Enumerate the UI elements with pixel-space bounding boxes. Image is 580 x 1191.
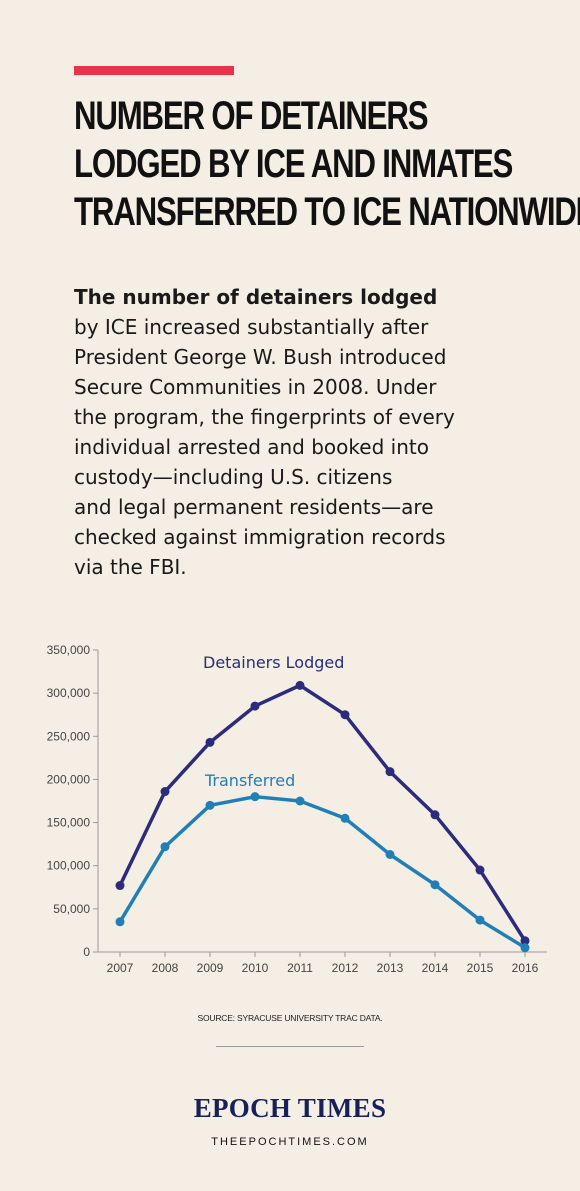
x-tick-label: 2009 <box>197 961 224 975</box>
data-point <box>520 936 530 946</box>
data-point <box>475 865 485 875</box>
y-tick-label: 50,000 <box>53 902 90 916</box>
data-point <box>385 767 395 777</box>
x-tick-label: 2016 <box>512 961 539 975</box>
intro-line: the program, the fingerprints of every <box>74 405 455 429</box>
series-line-detainers-lodged <box>118 683 527 942</box>
brand-url: THEEPOCHTIMES.COM <box>211 1136 369 1148</box>
y-tick-label: 0 <box>83 945 90 959</box>
y-tick-label: 350,000 <box>47 643 91 657</box>
data-point <box>115 917 125 927</box>
data-point <box>205 800 215 810</box>
intro-lead: The number of detainers lodged <box>74 285 438 309</box>
headline-line-2: LODGED BY ICE AND INMATES <box>74 142 513 186</box>
data-point <box>385 849 395 859</box>
x-tick-label: 2014 <box>422 961 449 975</box>
x-tick-label: 2011 <box>287 961 313 975</box>
accent-bar <box>74 66 234 75</box>
data-point <box>250 792 260 802</box>
y-tick-label: 150,000 <box>47 816 91 830</box>
data-point <box>160 787 170 797</box>
intro-line: checked against immigration records <box>74 525 446 549</box>
x-tick-label: 2007 <box>107 961 134 975</box>
series-label-detainers-lodged: Detainers Lodged <box>203 653 344 672</box>
intro-line: individual arrested and booked into <box>74 435 429 459</box>
series-line-transferred <box>118 794 526 950</box>
data-point <box>295 796 305 806</box>
y-tick-label: 200,000 <box>47 772 91 786</box>
headline-line-1: NUMBER OF DETAINERS <box>74 94 428 138</box>
intro-line: President George W. Bush introduced <box>74 345 447 369</box>
data-point <box>520 943 530 953</box>
headline-line-3: TRANSFERRED TO ICE NATIONWIDE <box>74 190 580 234</box>
source-note: SOURCE: SYRACUSE UNIVERSITY TRAC DATA. <box>197 1013 383 1023</box>
data-point <box>250 701 260 711</box>
intro-paragraph: The number of detainers lodged by ICE in… <box>74 282 524 582</box>
intro-line: custody—including U.S. citizens <box>74 465 393 489</box>
line-chart: 0 50,000 100,000 150,000 200,000 250,000 300,0… <box>47 643 547 975</box>
x-tick-label: 2012 <box>332 961 359 975</box>
data-point <box>340 710 350 720</box>
x-tick-label: 2015 <box>467 961 494 975</box>
series-label-transferred: Transferred <box>204 771 295 790</box>
data-point <box>340 813 350 823</box>
data-point <box>430 810 440 820</box>
data-point <box>205 737 215 747</box>
intro-line: Secure Communities in 2008. Under <box>74 375 437 399</box>
intro-line: via the FBI. <box>74 555 187 579</box>
data-point <box>160 842 170 852</box>
x-tick-label: 2013 <box>377 961 404 975</box>
y-tick-label: 250,000 <box>47 729 91 743</box>
y-tick-label: 100,000 <box>47 859 91 873</box>
brand-logo: EPOCH TIMES <box>193 1093 387 1123</box>
headline: NUMBER OF DETAINERS LODGED BY ICE AND IN… <box>74 92 580 236</box>
data-point <box>295 680 305 690</box>
divider <box>216 1046 364 1047</box>
data-point <box>430 880 440 890</box>
intro-line: and legal permanent residents—are <box>74 495 434 519</box>
y-tick-label: 300,000 <box>47 686 91 700</box>
x-tick-label: 2008 <box>152 961 179 975</box>
x-tick-label: 2010 <box>242 961 269 975</box>
intro-line: by ICE increased substantially after <box>74 315 429 339</box>
data-point <box>115 881 125 891</box>
data-point <box>475 915 485 925</box>
